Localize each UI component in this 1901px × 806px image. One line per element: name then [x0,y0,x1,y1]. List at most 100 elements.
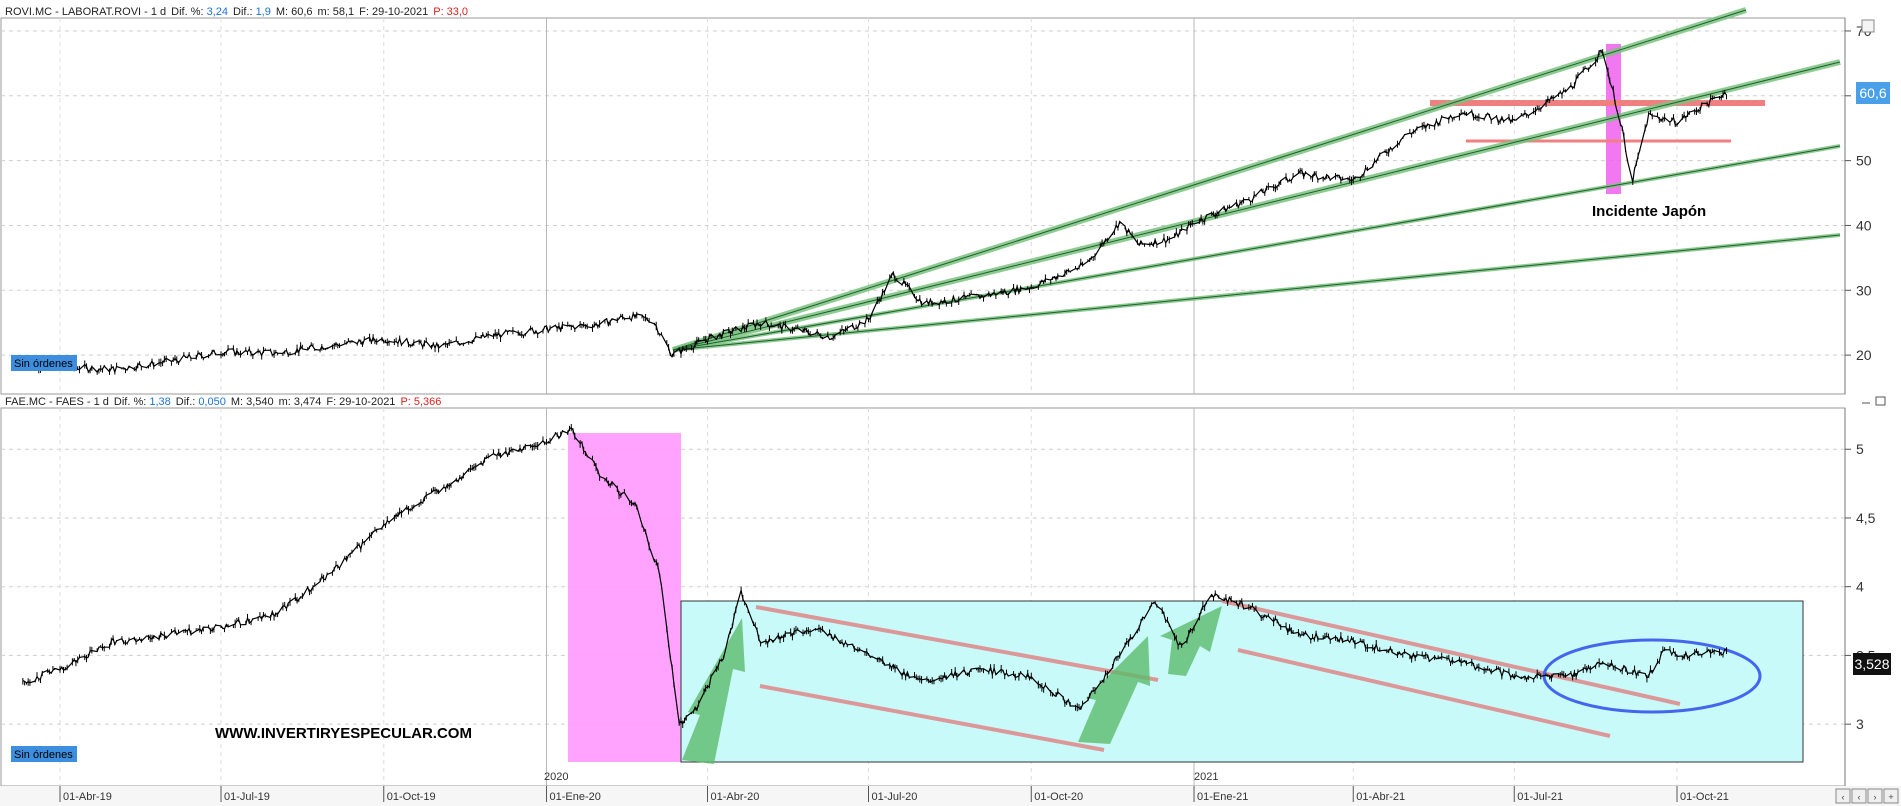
rovi-price-badge [1856,82,1890,104]
faes-price-series [22,423,1728,729]
rovi-info-line: ROVI.MC - LABORAT.ROVI - 1 d Dif. %: 3,24 D… [5,6,468,18]
faes-panel: WWW.INVERTIRYESPECULAR.COM 33,544,55 3,5… [0,396,1891,787]
date-tick-label: 01-Abr-21 [1356,791,1405,803]
faes-price-badge [1853,653,1891,675]
rovi-ticker: ROVI.MC - LABORAT.ROVI - [5,6,151,18]
rovi-y-tick-label: 40 [1856,217,1872,233]
faes-watermark: WWW.INVERTIRYESPECULAR.COM [215,725,472,742]
faes-price-badge-text: 3,528 [1854,656,1889,672]
faes-y-tick-label: 4,5 [1856,510,1876,526]
year-mark-2021: 2021 [1194,771,1218,783]
rovi-orders-badge[interactable] [11,355,77,371]
rovi-timeframe: 1 d [151,6,166,18]
rovi-min-label: m: [318,6,330,18]
rovi-y-tick-label: 30 [1856,282,1872,298]
faes-max-label: M: [231,396,243,408]
date-tick-label: 01-Abr-20 [711,791,760,803]
rovi-annotation-incident: Incidente Japón [1592,203,1706,220]
faes-per: 5,366 [414,396,442,408]
rovi-change-pct-label: Dif. %: [171,6,203,18]
rovi-trendline-3-core [672,145,1841,351]
rovi-price-badge-text: 60,6 [1859,85,1886,101]
date-tick-label: 01-Oct-21 [1680,791,1729,803]
date-tick-label: 01-Jul-20 [872,791,918,803]
rovi-date: 29-10-2021 [372,6,428,18]
faes-y-tick-label: 3 [1856,716,1864,732]
scroll-buttons: ‹ ‹ › + [1835,788,1899,804]
rovi-per: 33,0 [447,6,468,18]
rovi-panel: Incidente Japón 203040506070 60,6 Sin ór… [0,6,1890,395]
faes-crash-highlight [568,433,681,762]
faes-channel-2-lower [1237,648,1611,738]
date-ticks: 01-Abr-19 01-Jul-19 01-Oct-19 01-Ene-20 01-A… [59,786,1729,803]
date-tick-label: 01-Abr-19 [63,791,112,803]
faes-arrow-up-3 [1160,606,1222,676]
rovi-change-pct: 3,24 [207,6,228,18]
rovi-max-label: M: [276,6,288,18]
faes-channel-1-upper [755,605,1159,682]
rovi-panel-menu-icon[interactable] [1861,19,1875,33]
rovi-overlays [672,7,1841,353]
faes-change-label: Dif.: [176,396,196,408]
date-tick-label: 01-Ene-21 [1197,791,1248,803]
scroll-button[interactable] [1835,788,1851,804]
faes-change-pct-label: Dif. %: [114,396,146,408]
faes-price-line [22,426,1727,725]
rovi-gridlines [1,18,1845,394]
date-tick-label: 01-Jul-19 [224,791,270,803]
rovi-plot-frame [0,17,1846,395]
rovi-change-label: Dif.: [233,6,253,18]
faes-max: 3,540 [246,396,274,408]
scroll-button-glyph: + [1888,792,1893,802]
date-tick-label: 01-Ene-20 [550,791,601,803]
faes-min-label: m: [279,396,291,408]
faes-min: 3,474 [294,396,322,408]
faes-date: 29-10-2021 [339,396,395,408]
date-tick-label: 01-Oct-20 [1034,791,1083,803]
rovi-trendline-4-core [672,234,1841,351]
faes-info-line: FAE.MC - FAES - 1 d Dif. %: 1,38 Dif.: 0,050… [5,396,441,408]
date-axis-strip [0,786,1901,806]
scroll-button[interactable] [1867,788,1883,804]
rovi-trendline-1-core [672,9,1747,351]
faes-orders-badge-text: Sin órdenes [14,749,73,761]
faes-y-tick-label: 4 [1856,579,1864,595]
rovi-y-tick-label: 20 [1856,347,1872,363]
rovi-price-line [22,49,1728,375]
rovi-date-label: F: [359,6,369,18]
date-tick-label: 01-Jul-21 [1517,791,1563,803]
date-tick-label: 01-Oct-19 [387,791,436,803]
faes-date-label: F: [326,396,336,408]
faes-per-label: P: [400,396,410,408]
rovi-trendline-2-core [672,61,1841,351]
rovi-change: 1,9 [256,6,271,18]
faes-change: 0,050 [198,396,226,408]
faes-channel-1-lower [759,684,1105,752]
date-axis: 01-Abr-19 01-Jul-19 01-Oct-19 01-Ene-20 01-A… [0,771,1901,806]
faes-timeframe: 1 d [94,396,109,408]
rovi-price-series [22,49,1728,375]
scroll-button-glyph: ‹ [1842,792,1845,802]
faes-ticker: FAE.MC - FAES - [5,396,94,408]
faes-change-pct: 1,38 [149,396,170,408]
scroll-button[interactable] [1883,788,1899,804]
faes-arrow-up-1 [682,618,745,764]
rovi-per-label: P: [433,6,443,18]
rovi-min: 58,1 [333,6,354,18]
year-mark-2020: 2020 [544,771,568,783]
scroll-button-glyph: › [1874,792,1877,802]
rovi-orders-badge-text: Sin órdenes [14,358,73,370]
faes-orders-badge[interactable] [11,746,77,762]
rovi-y-tick-label: 50 [1856,153,1872,169]
panel-maximize-icon[interactable] [1875,396,1886,406]
faes-y-axis: 33,544,55 [1844,408,1876,786]
scroll-button-glyph: ‹ [1858,792,1861,802]
scroll-button[interactable] [1851,788,1867,804]
faes-y-tick-label: 5 [1856,441,1864,457]
rovi-max: 60,6 [291,6,312,18]
faes-overlays [568,433,1804,764]
rovi-y-axis: 203040506070 [1844,18,1872,394]
faes-arrow-up-2 [1078,636,1150,744]
faes-channel-2-upper [1221,599,1681,706]
